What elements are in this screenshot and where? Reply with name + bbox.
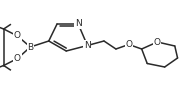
Text: N: N	[84, 41, 91, 50]
Text: O: O	[14, 54, 21, 63]
Text: O: O	[125, 40, 132, 49]
Text: N: N	[75, 20, 82, 28]
Text: O: O	[154, 38, 161, 46]
Text: B: B	[27, 42, 33, 52]
Text: O: O	[14, 32, 21, 40]
